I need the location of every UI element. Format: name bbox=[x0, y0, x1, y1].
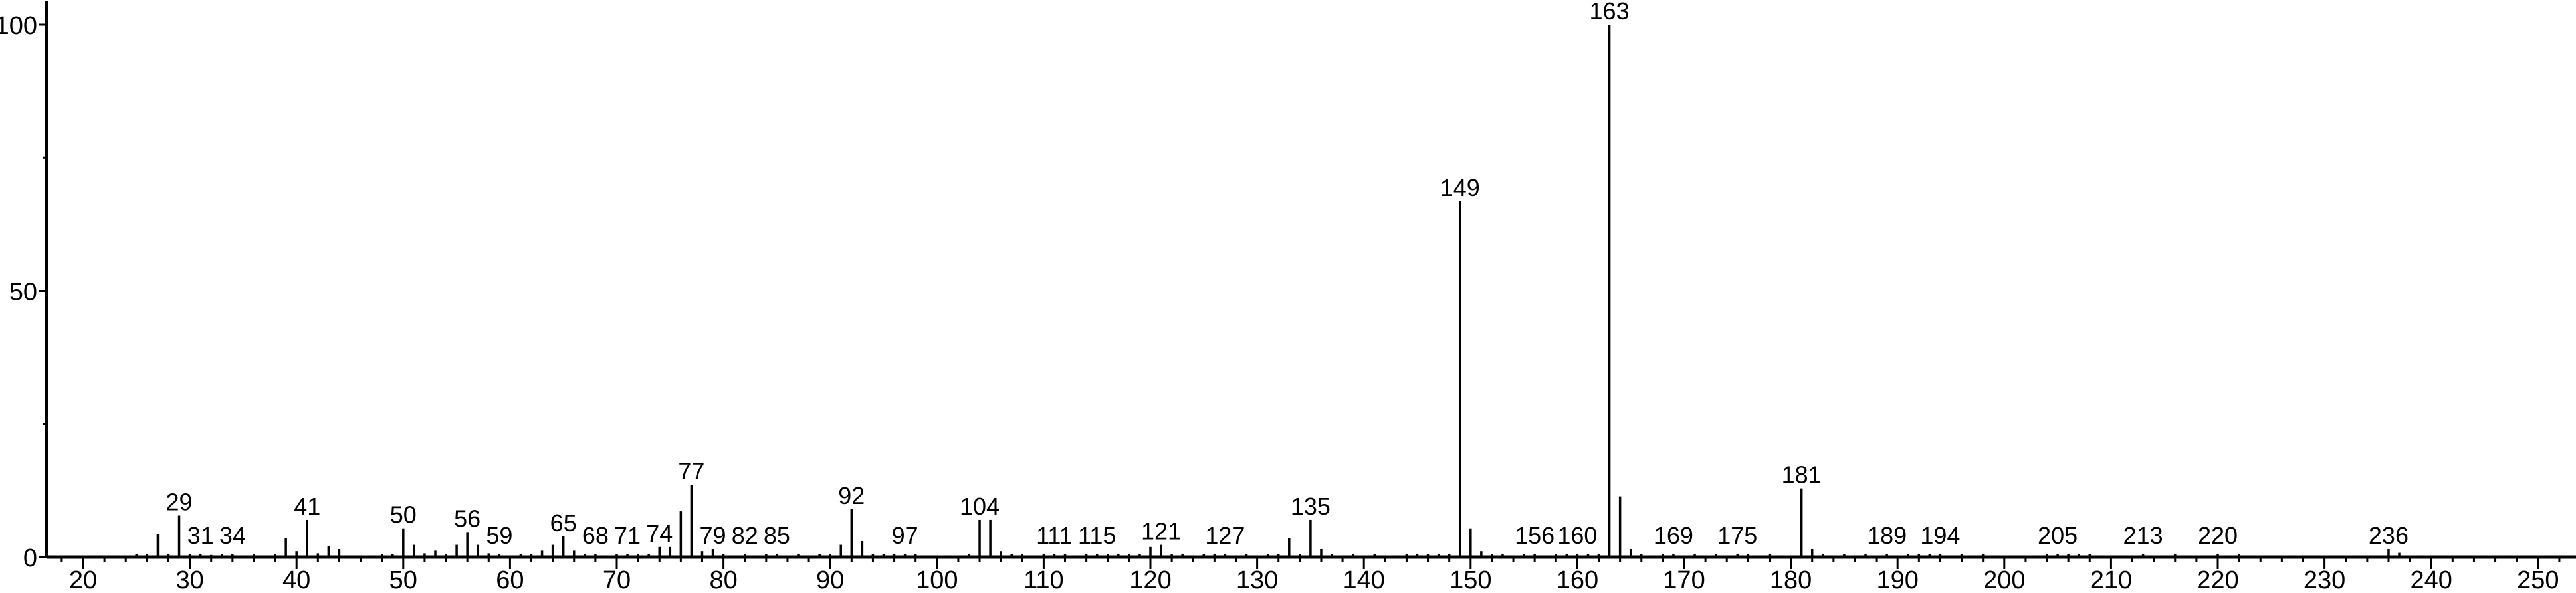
peak-label-127: 127 bbox=[1205, 522, 1245, 549]
peak-label-156: 156 bbox=[1515, 522, 1555, 549]
peak-label-56: 56 bbox=[454, 505, 481, 532]
peak-label-115: 115 bbox=[1078, 522, 1116, 549]
x-tick-label: 220 bbox=[2197, 566, 2238, 593]
x-tick-label: 200 bbox=[1983, 566, 2025, 593]
x-tick-label: 190 bbox=[1876, 566, 1918, 593]
peak-label-68: 68 bbox=[582, 522, 609, 549]
peak-label-205: 205 bbox=[2038, 522, 2078, 549]
peak-label-79: 79 bbox=[700, 522, 726, 549]
peak-label-175: 175 bbox=[1717, 522, 1757, 549]
peak-label-41: 41 bbox=[294, 493, 320, 520]
peak-label-236: 236 bbox=[2369, 522, 2409, 549]
x-tick-label: 100 bbox=[916, 566, 958, 593]
peak-label-77: 77 bbox=[678, 457, 704, 485]
peak-label-82: 82 bbox=[732, 522, 758, 549]
peak-label-34: 34 bbox=[219, 522, 246, 549]
x-tick-label: 20 bbox=[69, 566, 97, 593]
peak-label-194: 194 bbox=[1920, 522, 1960, 549]
x-tick-label: 170 bbox=[1663, 566, 1705, 593]
x-tick-label: 140 bbox=[1342, 566, 1384, 593]
x-tick-label: 80 bbox=[709, 566, 737, 593]
x-tick-label: 180 bbox=[1770, 566, 1812, 593]
x-tick-label: 90 bbox=[816, 566, 844, 593]
x-tick-label: 40 bbox=[282, 566, 310, 593]
peak-label-71: 71 bbox=[614, 522, 641, 549]
peak-label-160: 160 bbox=[1557, 522, 1597, 549]
x-tick-label: 70 bbox=[603, 566, 631, 593]
x-tick-label: 230 bbox=[2304, 566, 2345, 593]
peak-label-104: 104 bbox=[960, 493, 1000, 520]
peak-label-29: 29 bbox=[166, 489, 193, 516]
x-tick-label: 240 bbox=[2410, 566, 2452, 593]
y-tick-label: 0 bbox=[23, 544, 37, 572]
x-tick-label: 160 bbox=[1556, 566, 1598, 593]
peak-label-97: 97 bbox=[892, 522, 918, 549]
x-tick-label: 130 bbox=[1236, 566, 1278, 593]
peak-label-65: 65 bbox=[550, 509, 577, 536]
peak-label-149: 149 bbox=[1440, 174, 1480, 201]
peak-label-213: 213 bbox=[2123, 522, 2163, 549]
peak-label-92: 92 bbox=[838, 482, 865, 509]
peak-label-59: 59 bbox=[486, 522, 512, 549]
peak-label-163: 163 bbox=[1590, 0, 1630, 25]
peak-label-181: 181 bbox=[1782, 461, 1822, 489]
peak-label-31: 31 bbox=[187, 522, 214, 549]
peak-label-169: 169 bbox=[1654, 522, 1693, 549]
peak-label-121: 121 bbox=[1141, 518, 1181, 545]
x-tick-label: 150 bbox=[1449, 566, 1491, 593]
x-tick-label: 50 bbox=[389, 566, 417, 593]
x-tick-label: 120 bbox=[1129, 566, 1171, 593]
peak-label-74: 74 bbox=[646, 520, 673, 547]
peaks-layer bbox=[135, 25, 2401, 557]
peak-label-85: 85 bbox=[764, 522, 790, 549]
peak-label-220: 220 bbox=[2198, 522, 2238, 549]
x-tick-label: 210 bbox=[2090, 566, 2132, 593]
y-tick-label: 100 bbox=[0, 12, 37, 40]
peak-label-50: 50 bbox=[390, 501, 417, 529]
peak-label-135: 135 bbox=[1291, 493, 1331, 520]
x-tick-label: 30 bbox=[175, 566, 203, 593]
y-tick-label: 50 bbox=[9, 279, 37, 306]
x-tick-label: 60 bbox=[496, 566, 524, 593]
x-tick-label: 110 bbox=[1023, 566, 1064, 593]
x-tick-label: 250 bbox=[2517, 566, 2559, 593]
peak-label-111: 111 bbox=[1036, 522, 1073, 549]
peak-label-189: 189 bbox=[1867, 522, 1907, 549]
